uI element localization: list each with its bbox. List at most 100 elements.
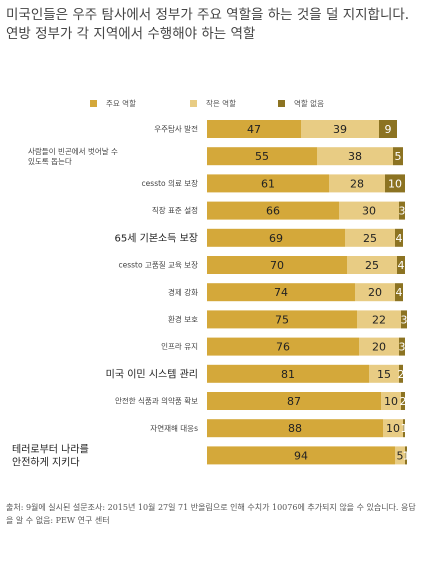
data-label: 38 — [348, 150, 362, 163]
bar-segment — [385, 174, 405, 193]
data-label: 3 — [399, 341, 406, 354]
data-label: 2 — [400, 395, 407, 408]
bar-segment — [405, 446, 407, 465]
bar-segment — [355, 283, 395, 302]
bar-segment — [207, 392, 381, 410]
data-label: 39 — [333, 123, 347, 136]
chart-title: 미국인들은 우주 탐사에서 정부가 주요 역할을 하는 것을 덜 지지합니다. … — [6, 7, 410, 42]
data-label: 2 — [398, 368, 405, 381]
bar-segment — [399, 364, 403, 383]
data-label: 30 — [362, 205, 376, 218]
data-label: 4 — [396, 286, 403, 299]
bar-segment — [379, 120, 397, 138]
data-label: 1 — [401, 422, 408, 435]
bar-segment — [207, 120, 301, 138]
bar-segment — [381, 392, 401, 410]
data-label: 4 — [396, 232, 403, 245]
data-label: 74 — [274, 286, 288, 299]
category-label: 직장 표준 설정 — [152, 205, 198, 215]
bar-segment — [359, 337, 399, 356]
bar-segment — [207, 419, 383, 438]
category-label: 안전하게 지키다 — [12, 455, 80, 468]
category-label: 미국 이민 시스템 관리 — [106, 368, 198, 380]
data-label: 70 — [270, 259, 284, 272]
bar-segment — [207, 364, 369, 383]
data-label: 3 — [401, 313, 408, 326]
data-label: 76 — [276, 341, 290, 354]
bar-segment — [403, 419, 405, 438]
bar-segment — [207, 283, 355, 302]
bar-segment — [207, 201, 339, 220]
bar-segment — [207, 147, 317, 166]
legend-item-minor: 작은 역할 — [190, 98, 236, 109]
bar-segment — [393, 147, 403, 166]
data-label: 66 — [266, 205, 280, 218]
bar-segment — [207, 310, 357, 329]
chart-legend: 주요 역할 작은 역할 역할 없음 — [90, 98, 420, 112]
data-label: 10 — [386, 422, 400, 435]
data-label: 81 — [281, 368, 295, 381]
bar-segment — [401, 392, 405, 410]
category-label: 있도록 돕는다 — [28, 157, 72, 166]
data-label: 10 — [384, 395, 398, 408]
data-label: 4 — [398, 259, 405, 272]
data-label: 3 — [399, 205, 406, 218]
bar-segment — [395, 446, 405, 465]
data-label: 20 — [372, 341, 386, 354]
category-label: 자연재해 대응s — [150, 423, 198, 433]
bar-segment — [369, 364, 399, 383]
bar-segment — [395, 228, 403, 247]
data-label: 25 — [363, 232, 377, 245]
data-label: 55 — [255, 150, 269, 163]
data-label: 20 — [368, 286, 382, 299]
bar-segment — [207, 256, 347, 274]
data-label: 5 — [397, 449, 404, 462]
legend-item-none: 역할 없음 — [278, 98, 324, 109]
bar-segment — [329, 174, 385, 193]
bar-segment — [207, 174, 329, 193]
category-label: cessto 의료 보장 — [142, 178, 199, 188]
bar-segment — [301, 120, 379, 138]
data-label: 25 — [365, 259, 379, 272]
bar-segment — [383, 419, 403, 438]
bar-segment — [207, 228, 345, 247]
data-label: 28 — [350, 177, 364, 190]
data-label: 88 — [288, 422, 302, 435]
bar-segment — [401, 310, 407, 329]
bar-segment — [345, 228, 395, 247]
data-label: 9 — [385, 123, 392, 136]
legend-label-major: 주요 역할 — [106, 99, 136, 108]
data-label: 75 — [275, 313, 289, 326]
bar-segment — [207, 446, 395, 465]
data-label: 69 — [269, 232, 283, 245]
legend-swatch-none — [278, 100, 285, 107]
data-label: 15 — [377, 368, 391, 381]
bar-segment — [399, 337, 405, 356]
data-label: 47 — [247, 123, 261, 136]
legend-label-minor: 작은 역할 — [206, 99, 236, 108]
bar-segment — [357, 310, 401, 329]
category-label: 인프라 유지 — [161, 341, 198, 351]
category-label: 경제 강화 — [168, 287, 198, 297]
legend-swatch-major — [90, 100, 97, 107]
category-label: 65세 기본소득 보장 — [115, 232, 198, 244]
data-label: 87 — [287, 395, 301, 408]
bar-segment — [397, 256, 405, 274]
category-label: 테러로부터 나라를 — [12, 443, 89, 455]
category-label: 안전한 식품과 의약품 확보 — [115, 396, 198, 406]
legend-label-none: 역할 없음 — [294, 99, 324, 108]
bar-segment — [339, 201, 399, 220]
bar-segment — [317, 147, 393, 166]
bar-segment — [395, 283, 403, 302]
data-label: 5 — [395, 150, 402, 163]
legend-item-major: 주요 역할 — [90, 98, 136, 109]
category-label: 환경 보호 — [168, 314, 198, 324]
chart-source-note: 출처: 9월에 실시된 설문조사: 2015년 10월 27일 71 반올림으로… — [6, 503, 416, 525]
category-label: 사람들이 빈곤에서 벗어날 수 — [28, 146, 118, 156]
category-label: 우주탐사 발전 — [154, 124, 198, 134]
data-label: 10 — [388, 177, 402, 190]
data-label: 1 — [403, 449, 410, 462]
data-label: 22 — [372, 313, 386, 326]
bar-segment — [399, 201, 405, 220]
